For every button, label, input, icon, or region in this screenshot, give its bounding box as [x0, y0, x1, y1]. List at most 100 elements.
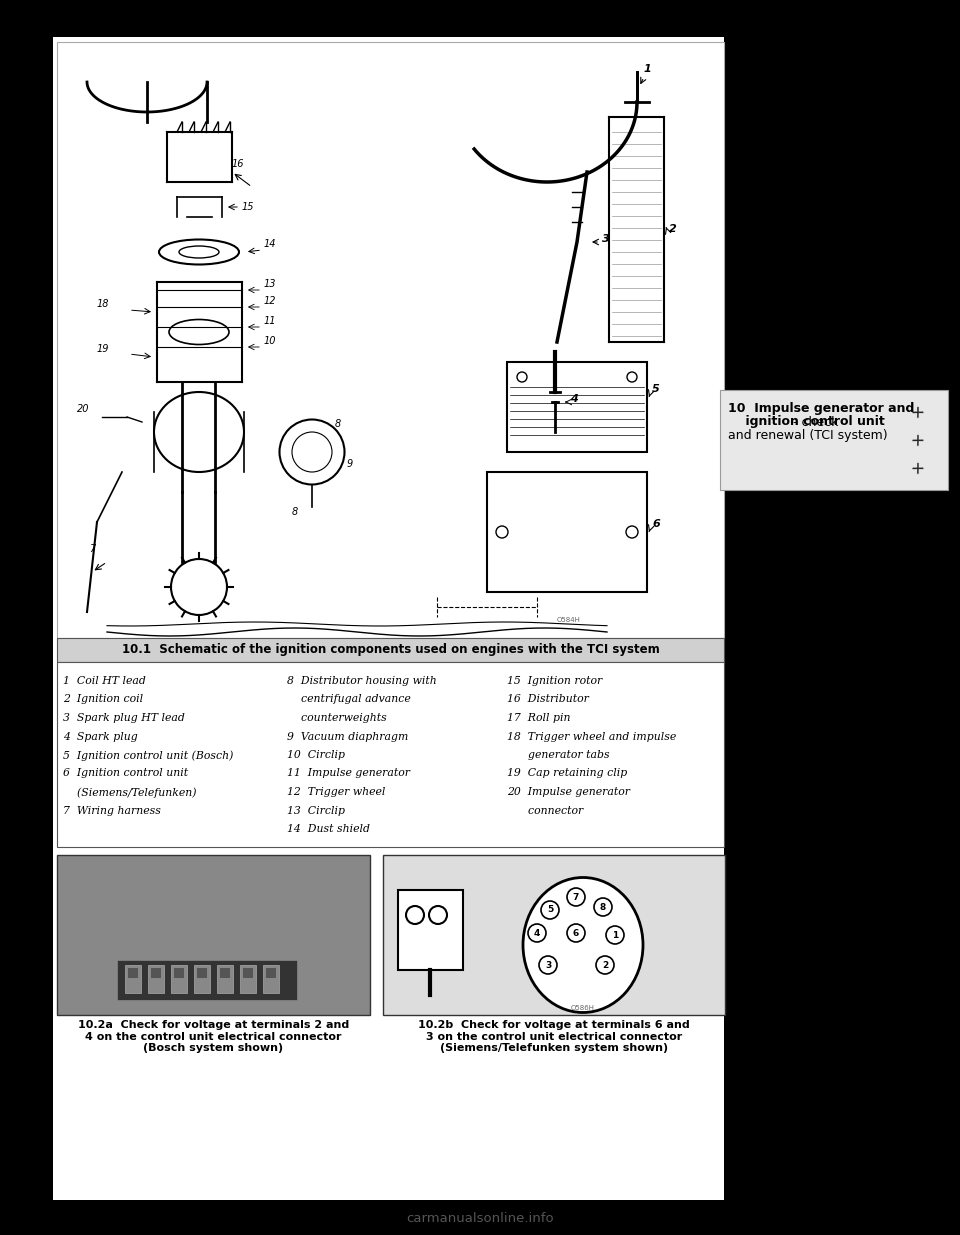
Bar	[243, 968, 253, 978]
Circle shape	[406, 906, 424, 924]
Text: 15: 15	[242, 203, 254, 212]
Ellipse shape	[523, 878, 643, 1013]
Text: ✕: ✕	[908, 458, 927, 478]
Bar	[128, 968, 138, 978]
Text: 6  Ignition control unit: 6 Ignition control unit	[63, 768, 188, 778]
Text: 3: 3	[545, 961, 551, 969]
Circle shape	[606, 926, 624, 944]
Text: 7: 7	[573, 893, 579, 902]
Text: 4: 4	[534, 929, 540, 937]
Text: 3  Spark plug HT lead: 3 Spark plug HT lead	[63, 713, 185, 722]
Text: 10  Impulse generator and: 10 Impulse generator and	[728, 403, 914, 415]
Text: 2  Ignition coil: 2 Ignition coil	[63, 694, 143, 704]
Circle shape	[594, 898, 612, 916]
Text: ✕: ✕	[908, 403, 927, 421]
Text: connector: connector	[507, 805, 584, 815]
Text: 13: 13	[264, 279, 276, 289]
Bar	[487, 472, 647, 592]
Text: carmanualsonline.info: carmanualsonline.info	[406, 1212, 554, 1225]
Bar	[117, 960, 297, 1000]
Text: O586H: O586H	[571, 1005, 595, 1011]
Text: 19: 19	[97, 345, 109, 354]
Text: 20: 20	[77, 404, 89, 414]
Text: 14: 14	[264, 240, 276, 249]
Bar	[171, 965, 187, 993]
Bar	[57, 662, 724, 847]
Bar	[266, 968, 276, 978]
Bar	[398, 890, 463, 969]
Bar	[57, 42, 724, 638]
Text: 12: 12	[264, 296, 276, 306]
Text: 6: 6	[652, 519, 660, 529]
Circle shape	[596, 956, 614, 974]
Circle shape	[567, 924, 585, 942]
Bar	[53, 37, 724, 1200]
Bar	[240, 965, 256, 993]
Text: 10: 10	[264, 336, 276, 346]
Text: 7: 7	[89, 543, 95, 555]
Bar	[194, 965, 210, 993]
Text: 10.2b  Check for voltage at terminals 6 and
3 on the control unit electrical con: 10.2b Check for voltage at terminals 6 a…	[419, 1020, 690, 1053]
Circle shape	[541, 902, 559, 919]
Circle shape	[539, 956, 557, 974]
Text: - check: - check	[789, 415, 839, 429]
Text: 18: 18	[97, 299, 109, 309]
Bar	[197, 968, 207, 978]
Bar	[57, 855, 370, 1015]
Bar	[720, 390, 948, 490]
Text: centrifugal advance: centrifugal advance	[287, 694, 411, 704]
Text: 9: 9	[347, 459, 353, 469]
Text: 8: 8	[292, 508, 299, 517]
Circle shape	[429, 906, 447, 924]
Text: ignition control unit: ignition control unit	[728, 415, 885, 429]
Bar	[125, 965, 141, 993]
Text: 10  Circlip: 10 Circlip	[287, 750, 345, 760]
Circle shape	[528, 924, 546, 942]
Text: 11  Impulse generator: 11 Impulse generator	[287, 768, 410, 778]
Text: generator tabs: generator tabs	[507, 750, 610, 760]
Text: 15  Ignition rotor: 15 Ignition rotor	[507, 676, 602, 685]
Bar	[151, 968, 161, 978]
Bar	[383, 855, 725, 1015]
Bar	[148, 965, 164, 993]
Text: 11: 11	[264, 316, 276, 326]
Text: 5: 5	[547, 905, 553, 914]
Text: 18  Trigger wheel and impulse: 18 Trigger wheel and impulse	[507, 731, 676, 741]
Text: 13  Circlip: 13 Circlip	[287, 805, 345, 815]
Text: and renewal (TCI system): and renewal (TCI system)	[728, 429, 888, 442]
Bar	[220, 968, 230, 978]
Text: 10.2a  Check for voltage at terminals 2 and
4 on the control unit electrical con: 10.2a Check for voltage at terminals 2 a…	[78, 1020, 349, 1053]
Text: 14  Dust shield: 14 Dust shield	[287, 824, 370, 834]
Bar	[217, 965, 233, 993]
Text: 19  Cap retaining clip: 19 Cap retaining clip	[507, 768, 627, 778]
Text: 17  Roll pin: 17 Roll pin	[507, 713, 570, 722]
Text: 1: 1	[612, 930, 618, 940]
Text: 7  Wiring harness: 7 Wiring harness	[63, 805, 161, 815]
Text: 20  Impulse generator: 20 Impulse generator	[507, 787, 630, 797]
Text: 5: 5	[652, 384, 660, 394]
Text: 4: 4	[570, 394, 578, 404]
Text: ✕: ✕	[908, 430, 927, 450]
Text: 1: 1	[644, 64, 652, 74]
Bar	[174, 968, 184, 978]
Bar	[57, 638, 724, 662]
Text: 4  Spark plug: 4 Spark plug	[63, 731, 137, 741]
Text: O584H: O584H	[557, 618, 581, 622]
Text: 16: 16	[232, 159, 245, 169]
Text: counterweights: counterweights	[287, 713, 387, 722]
Text: 6: 6	[573, 929, 579, 937]
Text: 5  Ignition control unit (Bosch): 5 Ignition control unit (Bosch)	[63, 750, 233, 761]
Text: 2: 2	[602, 961, 608, 969]
Bar	[263, 965, 279, 993]
Text: 12  Trigger wheel: 12 Trigger wheel	[287, 787, 385, 797]
Text: 9  Vacuum diaphragm: 9 Vacuum diaphragm	[287, 731, 408, 741]
Text: 16  Distributor: 16 Distributor	[507, 694, 588, 704]
Text: 10.1  Schematic of the ignition components used on engines with the TCI system: 10.1 Schematic of the ignition component…	[122, 643, 660, 657]
Text: 1  Coil HT lead: 1 Coil HT lead	[63, 676, 146, 685]
Text: 8: 8	[335, 419, 341, 429]
Text: (Siemens/Telefunken): (Siemens/Telefunken)	[63, 787, 197, 798]
Text: 3: 3	[602, 233, 610, 245]
Bar	[507, 362, 647, 452]
Text: 8: 8	[600, 903, 606, 911]
Text: 2: 2	[669, 224, 677, 233]
